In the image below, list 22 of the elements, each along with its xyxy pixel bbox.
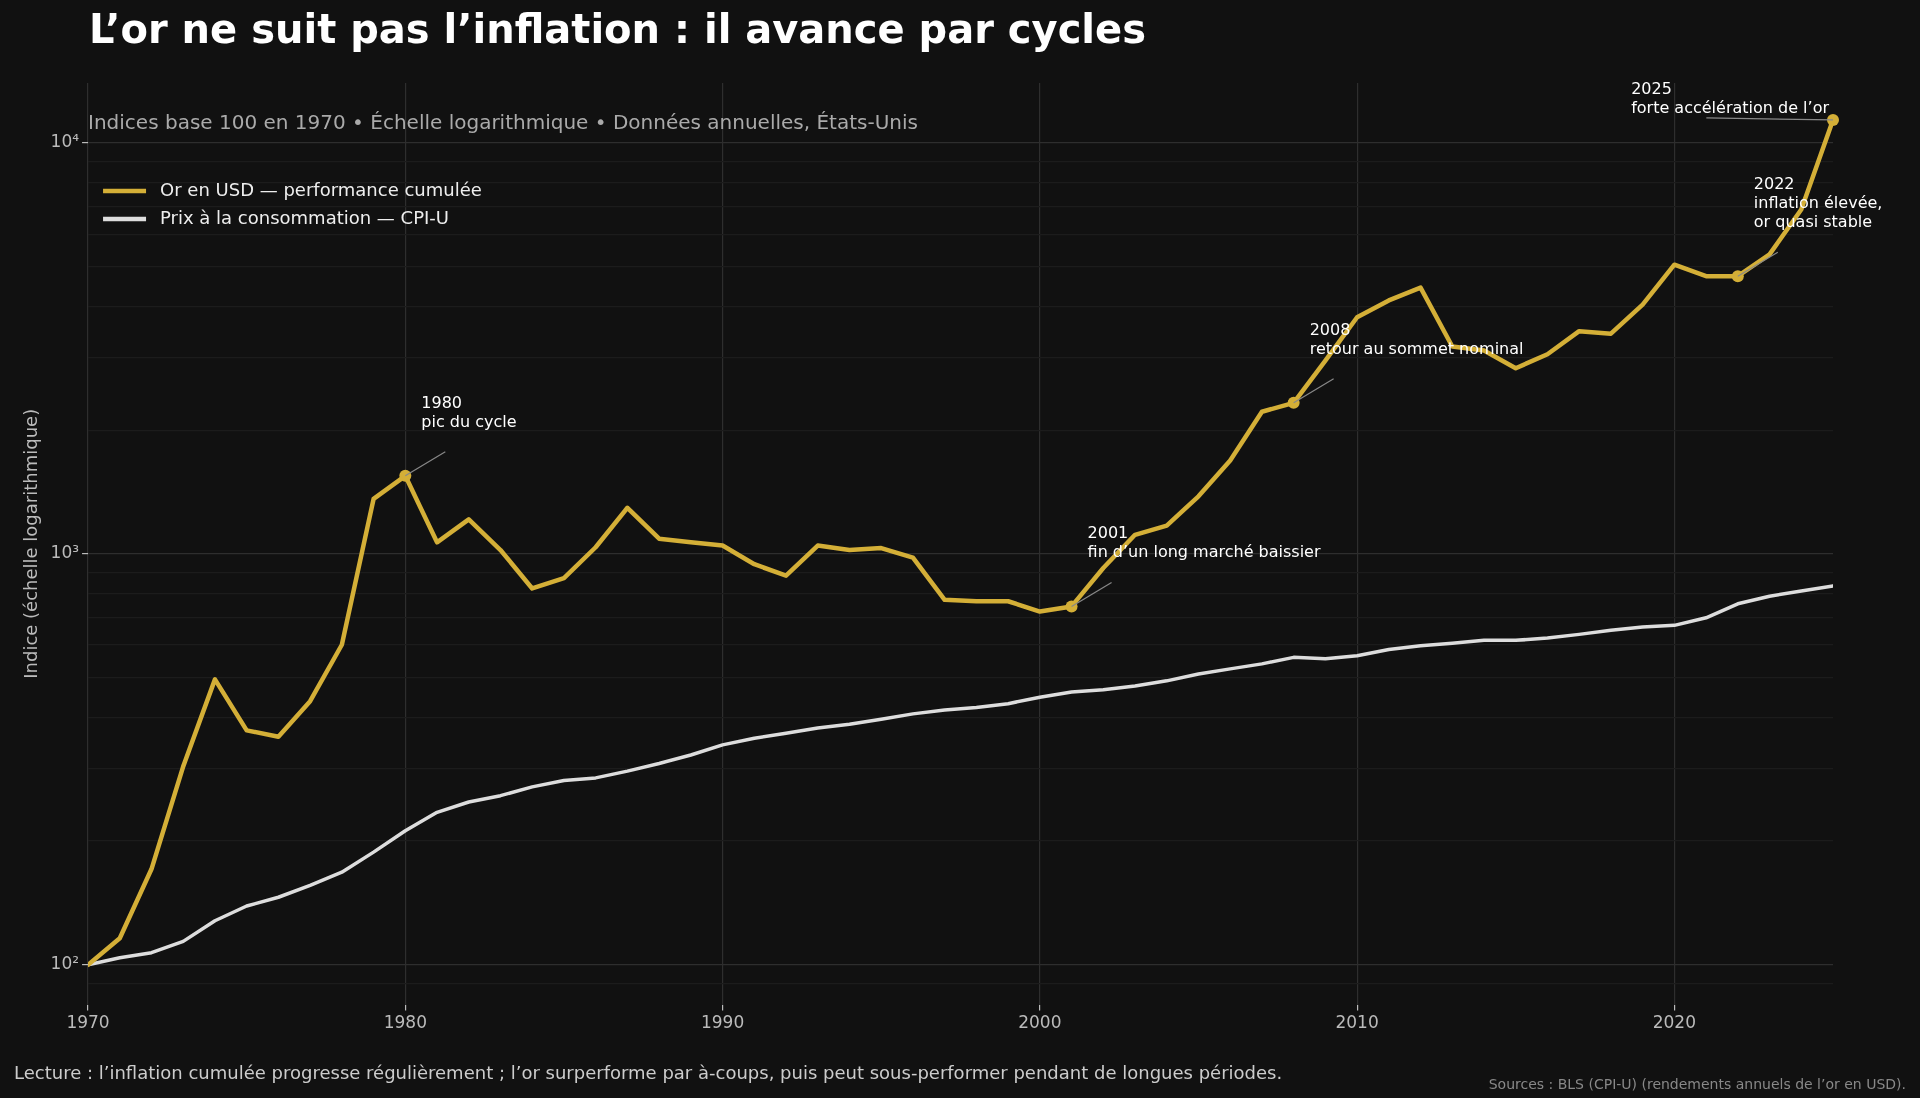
x-tick-label: 1980	[383, 1012, 427, 1033]
point	[399, 469, 412, 482]
annotation: 2025 forte accélération de l’or	[1631, 78, 1830, 117]
y-tick-label: 10⁴	[50, 131, 80, 152]
x-tick-label: 2010	[1335, 1012, 1379, 1033]
x-tick-label: 2000	[1018, 1012, 1062, 1033]
legend-label: Or en USD — performance cumulée	[160, 178, 482, 200]
point	[1065, 600, 1078, 613]
point	[1287, 396, 1300, 409]
y-tick-label: 10³	[50, 542, 80, 563]
legend-label: Prix à la consommation — CPI-U	[160, 206, 449, 228]
point	[1731, 270, 1744, 283]
y-axis-title: Indice (échelle logarithmique)	[20, 408, 42, 679]
y-tick-label: 10²	[50, 953, 80, 974]
x-tick-label: 1970	[66, 1012, 110, 1033]
chart-title: L’or ne suit pas l’inflation : il avance par cycles	[89, 6, 1146, 52]
text: Lecture : l’inflation cumulée progresse régulièrement ; l’or surperforme par à-coups, puis peut sous-performer pendant de longues périodes.	[14, 1062, 1283, 1083]
x-tick-label: 1990	[700, 1012, 745, 1033]
annotation: 1980 pic du cycle	[421, 392, 517, 431]
text: Indices base 100 en 1970 • Échelle logarithmique • Données annuelles, États-Unis	[88, 110, 918, 135]
source-note: Sources : BLS (CPI-U) (rendements annuels de l’or en USD).	[1488, 1076, 1906, 1092]
x-tick-label: 2020	[1652, 1012, 1696, 1033]
